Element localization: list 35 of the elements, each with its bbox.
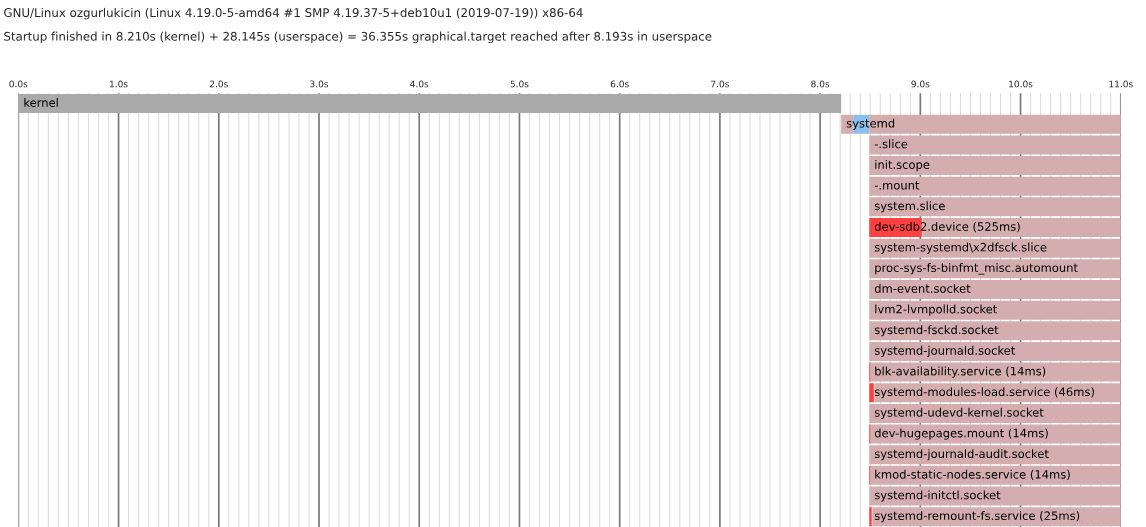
chart-title: GNU/Linux ozgurlukicin (Linux 4.19.0-5-amd64 #1 SMP 4.19.37-5+deb10u1 (2019-07-19)) x86-64	[4, 7, 583, 20]
y-tick-label: kmod-static-nodes.service (14ms)	[875, 469, 1070, 481]
y-tick-label: system-systemd\x2dfsck.slice	[874, 242, 1047, 254]
y-tick-label: proc-sys-fs-binfmt_misc.automount	[875, 263, 1078, 275]
y-tick-label: dev-sdb2.device (525ms)	[874, 221, 1020, 233]
x-tick-label: 7.0s	[711, 80, 729, 88]
y-tick-label: systemd-initctl.socket	[874, 490, 1001, 502]
y-tick-label: systemd-fsckd.socket	[874, 325, 999, 337]
x-tick-label: 4.0s	[410, 80, 429, 88]
y-tick-label: systemd-journald.socket	[874, 345, 1016, 358]
x-tick-label: 9.0s	[911, 80, 930, 88]
x-tick-label: 0.0s	[9, 80, 28, 88]
y-tick-label: -.slice	[874, 139, 908, 149]
y-tick-label: system.slice	[874, 201, 945, 213]
chart-subtitle: Startup finished in 8.210s (kernel) + 28.145s (userspace) = 36.355s graphical.target reached after 8.193s in userspace	[4, 31, 712, 44]
x-tick-label: 3.0s	[310, 80, 329, 88]
x-tick-label: 2.0s	[209, 80, 228, 88]
y-tick-label: blk-availability.service (14ms)	[875, 366, 1046, 378]
y-tick-label: init.scope	[875, 159, 930, 172]
y-tick-label: systemd	[846, 118, 895, 130]
y-tick-label: systemd-remount-fs.service (25ms)	[874, 511, 1080, 523]
x-tick-label: 8.0s	[811, 80, 830, 88]
y-tick-label: lvm2-lvmpolld.socket	[875, 304, 997, 316]
y-tick-label: dm-event.socket	[874, 283, 971, 293]
x-tick-label: 5.0s	[510, 80, 529, 88]
x-tick-label: 1.0s	[110, 80, 128, 88]
y-tick-label: dev-hugepages.mount (14ms)	[874, 428, 1048, 440]
y-tick-label: -.mount	[874, 181, 920, 190]
x-tick-label: 10.0s	[1009, 80, 1033, 88]
y-tick-label: kernel	[24, 98, 58, 107]
x-tick-label: 11.0s	[1109, 80, 1133, 88]
x-tick-label: 6.0s	[610, 80, 629, 88]
y-tick-label: systemd-journald-audit.socket	[874, 449, 1049, 461]
y-tick-label: systemd-udevd-kernel.socket	[874, 407, 1044, 419]
y-tick-label: systemd-modules-load.service (46ms)	[874, 387, 1094, 399]
